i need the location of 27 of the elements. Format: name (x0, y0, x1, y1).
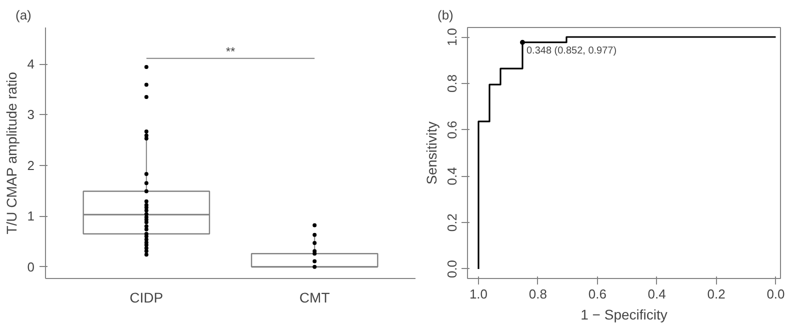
y-tick-label: 0 (27, 259, 35, 274)
x-tick-label: CMT (299, 290, 330, 306)
y-tick-label: 1 (27, 208, 35, 224)
chart-title: (b) (438, 8, 454, 22)
x-tick-label: 0.8 (528, 286, 547, 302)
y-tick-label: 4 (27, 56, 35, 72)
x-tick-label: 1.0 (469, 286, 488, 302)
annotation: 0.348 (0.852, 0.977) (526, 45, 617, 56)
y-tick-label: 0.8 (444, 74, 460, 92)
y-tick-label: 0.6 (444, 120, 460, 139)
y-tick-label: 1.0 (444, 28, 460, 46)
x-tick-label: 0.4 (648, 286, 666, 302)
y-tick-label: 0.2 (444, 214, 460, 232)
y-tick-label: 3 (27, 107, 35, 122)
x-tick-label: CIDP (130, 290, 164, 306)
x-tick-label: 0.2 (707, 286, 726, 302)
x-tick-label: 0.6 (588, 286, 606, 302)
x-tick-label: 0.0 (766, 286, 785, 302)
line-series (478, 36, 777, 270)
y-tick-label: 0.0 (444, 260, 460, 278)
x-axis-title: 1 − Specificity (580, 306, 668, 322)
y-axis-title: T/U CMAP amplitude ratio (3, 72, 20, 234)
y-tick-label: 2 (27, 158, 35, 173)
annotation: ** (226, 44, 236, 58)
y-tick-label: 0.4 (444, 167, 460, 186)
y-axis-title: Sensitivity (424, 121, 440, 185)
chart-title: (a) (16, 8, 32, 22)
